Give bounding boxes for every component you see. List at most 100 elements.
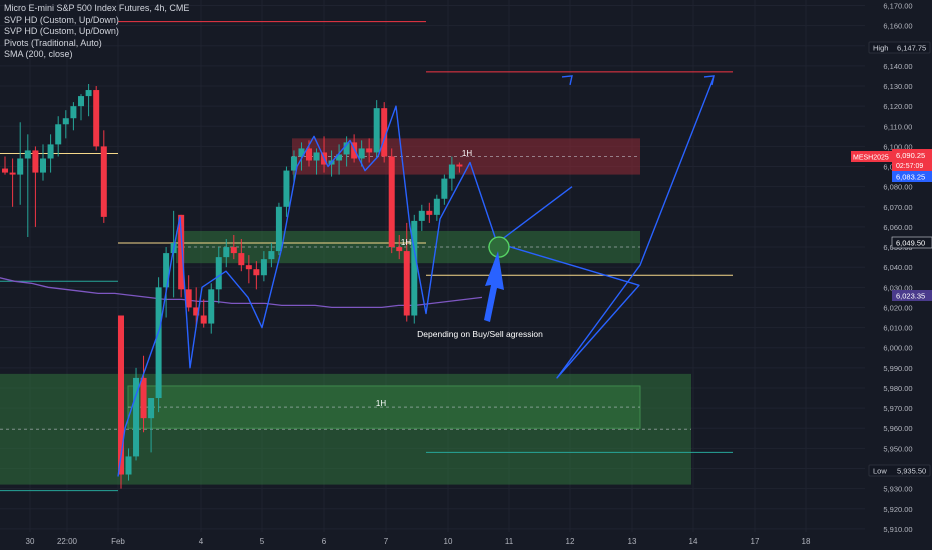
time-axis-label: 11	[505, 537, 514, 546]
time-axis-label: 4	[199, 537, 204, 546]
candle	[155, 277, 162, 413]
candle	[268, 243, 275, 268]
price-axis[interactable]: 6,170.006,160.006,150.006,140.006,130.00…	[865, 0, 932, 550]
price-tick-label: 5,920.00	[883, 505, 912, 514]
candle	[78, 94, 84, 121]
candle-body	[366, 148, 373, 153]
candle-body	[336, 154, 343, 161]
candle	[70, 102, 77, 131]
legend-title[interactable]: Micro E-mini S&P 500 Index Futures, 4h, …	[4, 3, 190, 13]
candle	[260, 251, 267, 282]
candle	[125, 448, 132, 481]
candle	[290, 150, 297, 183]
candle	[366, 138, 373, 163]
candle-body	[358, 148, 365, 159]
candle	[426, 202, 433, 223]
candle	[336, 144, 343, 175]
candle	[238, 239, 245, 272]
lower-zone-label: 1H	[376, 399, 386, 408]
last-price-tag	[892, 149, 932, 171]
low-tag-value: 5,935.50	[897, 467, 926, 476]
candle-body	[9, 172, 16, 175]
candle-body	[448, 164, 455, 179]
candle	[411, 214, 418, 324]
legend-indicator[interactable]: SMA (200, close)	[4, 49, 73, 59]
legend-indicator[interactable]: SVP HD (Custom, Up/Down)	[4, 14, 119, 25]
price-tags: High 6,147.75 MESH2025 6,090.25 02:57:09…	[851, 41, 932, 477]
chart-legend[interactable]: Micro E-mini S&P 500 Index Futures, 4h, …	[4, 3, 189, 61]
time-axis[interactable]: 30 22:00 Feb 4 5 6 7 10 11 12 13 14 17 18	[0, 532, 865, 550]
projection-layer	[117, 75, 715, 477]
pointer-arrow	[484, 251, 504, 322]
price-axis-background[interactable]	[865, 0, 932, 550]
sma-layer	[0, 277, 483, 309]
candle-body	[268, 251, 275, 260]
candle	[448, 156, 455, 191]
price-tick-label: 6,040.00	[883, 263, 912, 272]
high-tag-text: High	[873, 44, 888, 53]
time-axis-label: Feb	[111, 537, 125, 546]
candle	[245, 255, 252, 284]
candle-body	[32, 150, 39, 173]
candle-body	[283, 170, 290, 207]
projection-arrowhead	[703, 75, 715, 86]
candle	[185, 275, 192, 312]
time-axis-label: 7	[384, 537, 389, 546]
candle-body	[433, 198, 440, 215]
candle	[17, 122, 24, 205]
price-tick-label: 5,980.00	[883, 384, 912, 393]
candle	[388, 148, 395, 254]
price-tick-label: 6,020.00	[883, 303, 912, 312]
time-axis-label: 6	[322, 537, 327, 546]
candle-body	[118, 315, 124, 475]
candle	[118, 315, 124, 489]
candle	[55, 116, 62, 157]
annotation-layer: 1H 1H 1H Depending on Buy/Sell agression	[376, 149, 543, 408]
legend-indicator[interactable]: Pivots (Traditional, Auto)	[4, 37, 102, 48]
candle	[373, 100, 380, 159]
candle-body	[100, 146, 107, 217]
sma-tag-value: 6,023.35	[896, 292, 925, 301]
candle-body	[200, 315, 207, 324]
candle	[313, 148, 320, 175]
time-axis-label: 18	[802, 537, 811, 546]
candle-body	[245, 265, 252, 270]
candle	[93, 86, 100, 151]
candle-body	[62, 118, 69, 125]
projection-path	[496, 186, 573, 244]
legend-indicator[interactable]: SVP HD (Custom, Up/Down)	[4, 26, 119, 36]
high-tag-value: 6,147.75	[897, 44, 926, 53]
candle	[47, 134, 54, 173]
time-axis-label: 14	[689, 537, 698, 546]
price-tick-label: 6,110.00	[884, 122, 913, 131]
candle	[32, 146, 39, 227]
candle-body	[275, 206, 282, 252]
candle	[403, 222, 410, 322]
candle	[133, 367, 140, 461]
candle	[441, 174, 448, 205]
mid-zone-label: 1H	[401, 238, 411, 247]
projection-path	[496, 75, 715, 379]
candle-body	[215, 257, 222, 290]
candle-body	[373, 108, 380, 153]
time-axis-label: 30	[26, 537, 35, 546]
candle-body	[17, 158, 24, 175]
time-axis-background[interactable]	[0, 532, 865, 550]
candle	[433, 194, 440, 221]
candles-layer[interactable]	[2, 84, 463, 489]
upper-zone-label: 1H	[462, 149, 472, 158]
candle-body	[47, 144, 54, 159]
levels-layer	[0, 21, 733, 492]
target-circle	[488, 236, 510, 258]
candle	[140, 355, 147, 433]
price-tick-label: 5,930.00	[883, 485, 912, 494]
candle-body	[238, 253, 245, 266]
time-axis-label: 17	[751, 537, 760, 546]
low-tag	[868, 464, 931, 477]
sma-marker-tag	[892, 171, 932, 182]
price-tick-label: 6,140.00	[883, 62, 912, 71]
price-tick-label: 6,080.00	[883, 183, 912, 192]
candle	[230, 234, 237, 260]
